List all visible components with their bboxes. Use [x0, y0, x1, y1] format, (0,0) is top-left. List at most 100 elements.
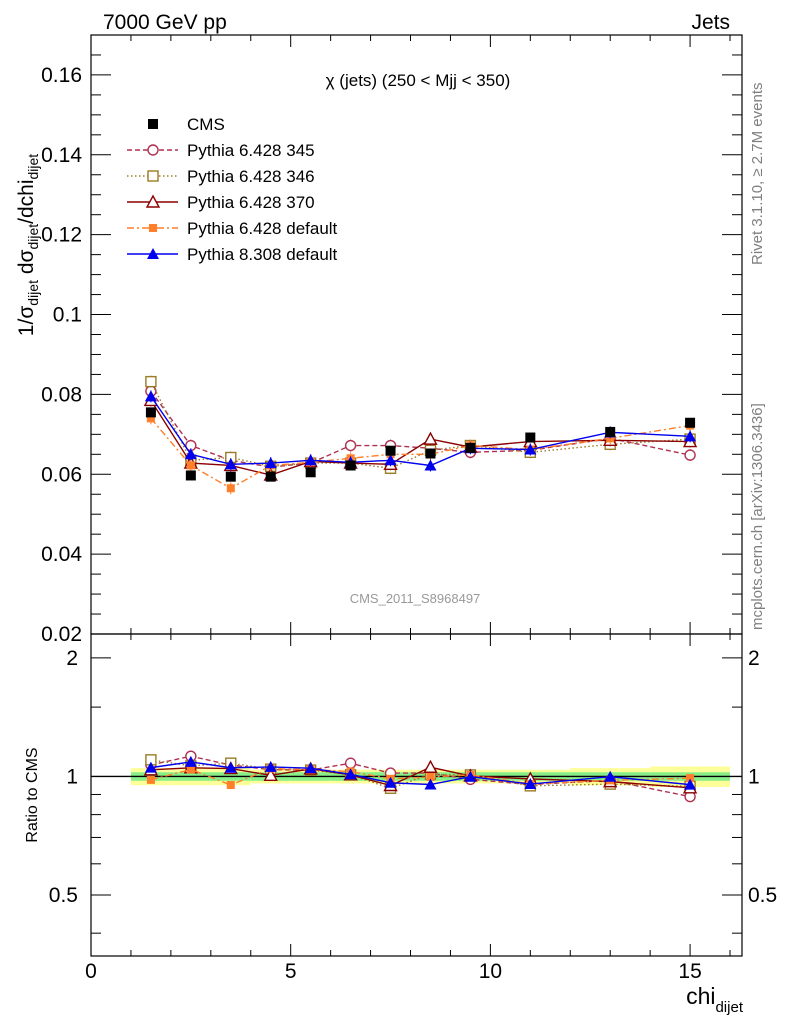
ratio-tick-label: 2 [66, 647, 78, 670]
ratio-line [150, 755, 691, 798]
legend-label: Pythia 8.308 default [187, 245, 338, 264]
legend-marker [147, 248, 159, 259]
ratio-series-pythia-8-308-default [144, 755, 697, 790]
legend-label: Pythia 6.428 346 [187, 167, 315, 186]
legend-marker [147, 170, 159, 182]
data-point [684, 449, 696, 461]
data-point [264, 457, 277, 469]
ratio-tick-label: 1 [66, 765, 78, 788]
data-point [384, 454, 397, 466]
series-line [150, 417, 691, 490]
ratio-frame [90, 633, 743, 957]
legend-entry-pythia-8-308-default: Pythia 8.308 default [127, 245, 338, 264]
legend-marker [147, 144, 159, 156]
ratio-point [426, 772, 435, 781]
legend: CMS Pythia 6.428 345 Pythia 6.428 346 Pythi… [127, 115, 338, 264]
data-point [304, 454, 317, 466]
y-tick-label: 0.06 [41, 463, 82, 486]
legend-marker [149, 224, 157, 232]
y-axis-label: 1/σdijet dσdijet/dchidijet [15, 154, 41, 336]
data-point [685, 417, 696, 428]
watermark: CMS_2011_S8968497 [350, 591, 481, 606]
legend-label: Pythia 6.428 default [187, 219, 338, 238]
ratio-point [686, 774, 695, 783]
x-tick-label: 0 [85, 960, 97, 983]
legend-entry-pythia-6-428-345: Pythia 6.428 345 [127, 141, 315, 160]
data-point [525, 432, 536, 443]
x-tick-label: 5 [285, 960, 297, 983]
ratio-point [424, 778, 437, 790]
data-point [186, 461, 195, 470]
data-point [144, 390, 157, 402]
data-point [423, 431, 438, 445]
ratio-tick-label-right: 2 [748, 647, 760, 670]
y-tick-label: 0.02 [41, 623, 82, 646]
ratio-point [146, 775, 155, 784]
ratio-point [384, 776, 397, 788]
data-point [345, 460, 356, 471]
data-point [605, 426, 616, 437]
mcplots-label: mcplots.cern.ch [arXiv:1306.3436] [749, 403, 766, 630]
ratio-point [186, 765, 195, 774]
series-pythia-6-428-346 [145, 375, 696, 475]
ratio-point [423, 759, 438, 773]
ratio-tick-label: 0.5 [49, 884, 78, 907]
y-tick-label: 0.16 [41, 64, 82, 87]
y-tick-label: 0.04 [41, 543, 82, 566]
data-point [524, 443, 537, 455]
ratio-tick-label-right: 0.5 [748, 884, 777, 907]
legend-label: Pythia 6.428 345 [187, 141, 315, 160]
legend-label: CMS [187, 115, 225, 134]
x-tick-label: 10 [479, 960, 502, 983]
ratio-point [226, 781, 235, 790]
data-point [265, 471, 276, 482]
data-point [465, 442, 476, 453]
legend-entry-pythia-6-428-default: Pythia 6.428 default [127, 219, 338, 238]
legend-marker [148, 119, 158, 129]
series-line [150, 381, 691, 469]
header-right: Jets [691, 11, 730, 34]
ratio-tick-label-right: 1 [748, 765, 760, 788]
legend-entry-cms: CMS [148, 115, 225, 134]
data-point [145, 375, 157, 388]
legend-marker [145, 194, 161, 208]
y-tick-label: 0.14 [41, 144, 82, 167]
ratio-point [184, 755, 197, 767]
ratio-line [150, 761, 691, 786]
x-axis-label: chidijet [686, 983, 744, 1016]
y-tick-label: 0.12 [41, 224, 82, 247]
main-plot-panel: χ (jets) (250 < Mjj < 350) CMS_2011_S896… [41, 34, 743, 646]
ratio-point [304, 762, 317, 774]
ratio-point [684, 778, 697, 790]
series-line [150, 390, 691, 468]
legend-label: Pythia 6.428 370 [187, 193, 315, 212]
y-tick-label: 0.08 [41, 383, 82, 406]
x-tick-label: 15 [678, 960, 701, 983]
data-point [145, 407, 156, 418]
legend-entry-pythia-6-428-346: Pythia 6.428 346 [127, 167, 315, 186]
data-point [425, 448, 436, 459]
y-tick-label: 0.1 [53, 304, 82, 327]
data-point [385, 445, 396, 456]
data-point [344, 439, 357, 452]
ratio-y-label: Ratio to CMS [24, 747, 41, 842]
chart-title: χ (jets) (250 < Mjj < 350) [326, 71, 511, 90]
ratio-point [524, 778, 537, 790]
data-point [184, 448, 197, 460]
data-point [226, 484, 235, 493]
series-line [150, 400, 691, 476]
series-line [150, 395, 691, 467]
data-point [146, 414, 155, 423]
ratio-point [144, 761, 157, 773]
data-point [305, 467, 316, 478]
data-point [225, 471, 236, 482]
header-left: 7000 GeV pp [103, 11, 227, 34]
ratio-line [150, 766, 691, 789]
svg-text:1/σdijet dσdijet/dchidijet: 1/σdijet dσdijet/dchidijet [15, 154, 41, 336]
ratio-plot-panel: 0.5 0.5 1 1 2 2 Ratio to CMS [24, 633, 777, 957]
data-point [224, 458, 237, 470]
ratio-point [264, 760, 277, 772]
ratio-point [263, 767, 278, 782]
ratio-point [464, 770, 477, 782]
